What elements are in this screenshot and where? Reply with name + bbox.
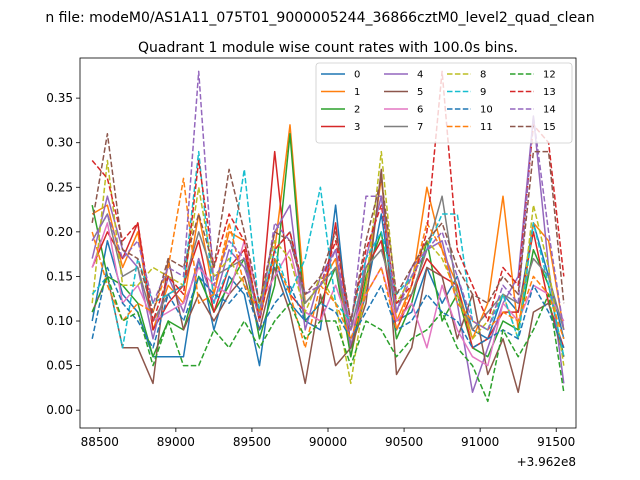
series-line-11 [91, 177, 565, 349]
series-line-12 [91, 275, 565, 403]
legend-label-5: 5 [417, 87, 423, 98]
legend-label-13: 13 [543, 87, 556, 98]
legend-label-8: 8 [480, 70, 486, 81]
legend-label-12: 12 [543, 70, 556, 81]
figure-suptitle: n file: modeM0/AS1A11_075T01_9000005244_… [45, 10, 594, 26]
legend-label-2: 2 [354, 105, 360, 116]
x-tick-label: 88500 [81, 435, 119, 449]
y-tick-label: 0.20 [46, 225, 73, 239]
legend-label-6: 6 [417, 105, 423, 116]
y-tick-label: 0.35 [46, 91, 73, 105]
x-axis: 88500 89000 89500 90000 90500 91000 91500 [81, 428, 575, 449]
legend-label-7: 7 [417, 122, 423, 133]
legend-label-0: 0 [354, 70, 360, 81]
series-line-13 [91, 70, 565, 322]
x-tick-label: 90500 [385, 435, 423, 449]
x-tick-label: 91000 [461, 435, 499, 449]
legend-label-1: 1 [354, 87, 360, 98]
legend-label-4: 4 [417, 70, 423, 81]
series-layer [91, 70, 565, 403]
y-tick-label: 0.10 [46, 314, 73, 328]
series-line-10 [91, 266, 565, 349]
x-tick-label: 89500 [233, 435, 271, 449]
y-tick-label: 0.30 [46, 136, 73, 150]
legend-label-14: 14 [543, 105, 556, 116]
series-line-14 [91, 70, 565, 331]
y-tick-label: 0.15 [46, 269, 73, 283]
legend-label-11: 11 [480, 122, 493, 133]
legend-label-15: 15 [543, 122, 556, 133]
y-tick-label: 0.00 [46, 403, 73, 417]
legend-label-9: 9 [480, 87, 486, 98]
series-line-3 [91, 150, 565, 349]
series-line-8 [91, 150, 565, 385]
series-line-5 [91, 168, 565, 394]
series-line-6 [91, 222, 565, 367]
y-tick-label: 0.05 [46, 359, 73, 373]
x-tick-label: 91500 [537, 435, 575, 449]
x-axis-offset-label: +3.962e8 [517, 455, 576, 469]
series-line-15 [91, 133, 565, 322]
y-tick-label: 0.25 [46, 180, 73, 194]
legend-label-3: 3 [354, 122, 360, 133]
legend-box [315, 62, 573, 144]
chart-title: Quadrant 1 module wise count rates with … [138, 40, 518, 56]
x-tick-label: 89000 [157, 435, 195, 449]
y-axis: 0.00 0.05 0.10 0.15 0.20 0.25 0.30 0.35 [46, 91, 80, 417]
legend-label-10: 10 [480, 105, 493, 116]
x-tick-label: 90000 [309, 435, 347, 449]
